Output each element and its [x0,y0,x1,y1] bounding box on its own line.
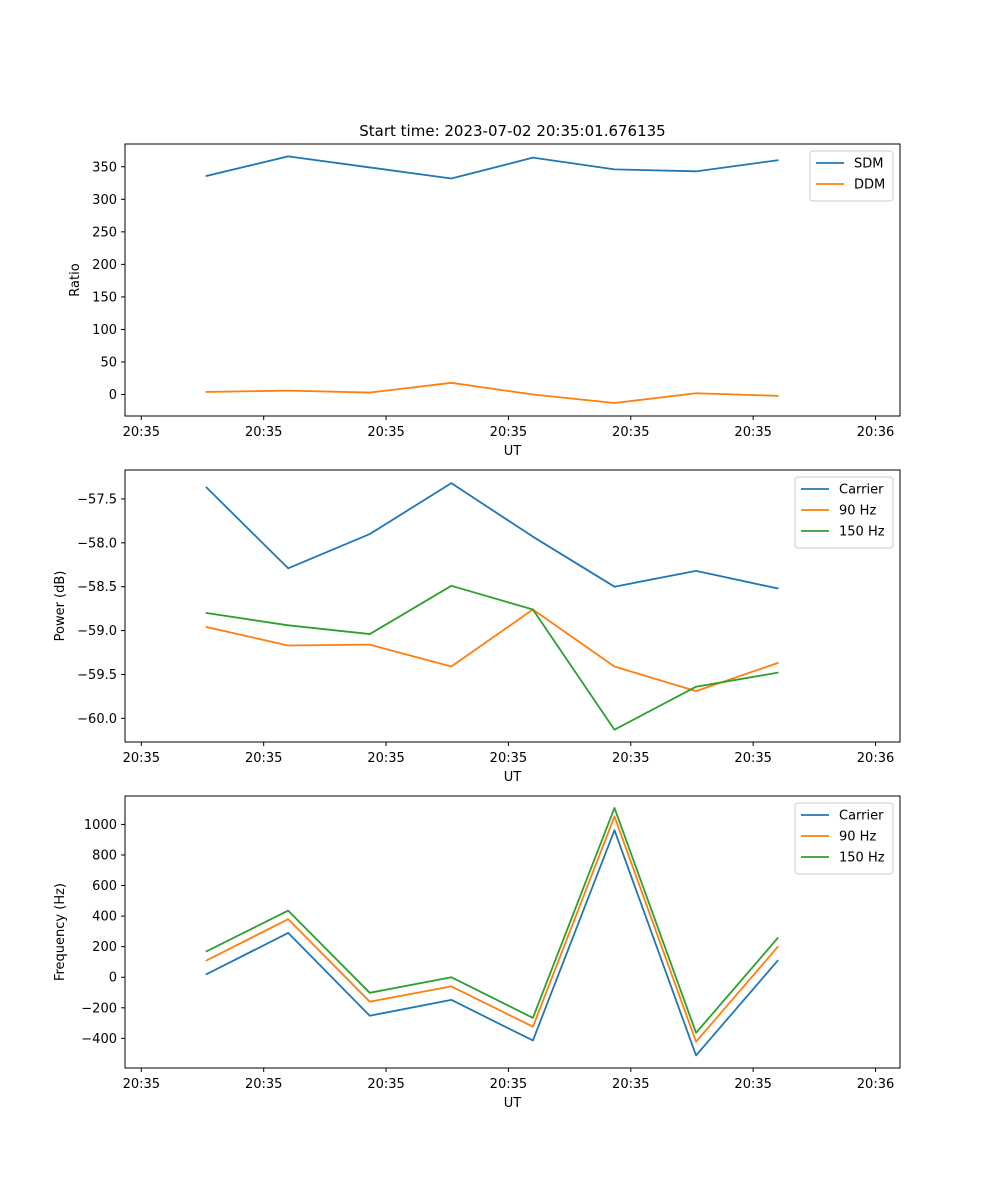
frequency-x-tick-label: 20:35 [490,1077,527,1092]
ratio-panel: 20:35 20:35 20:35 20:35 20:35 20:35 20:36 0 50 10… [68,143,901,459]
frequency-series-line-carrier [205,829,779,1057]
power-y-tick-label: −60.0 [77,712,117,727]
frequency-series-line-90-hz [205,815,779,1043]
ratio-y-tick-label: 200 [92,258,117,273]
power-x-tick-label: 20:35 [245,751,282,766]
ratio-axes-frame [124,143,901,417]
power-x-tick-label: 20:35 [367,751,404,766]
figure-title: Start time: 2023-07-02 20:35:01.676135 [359,122,665,140]
power-x-tick-label: 20:35 [123,751,160,766]
ratio-x-tick-label: 20:35 [734,425,771,440]
frequency-y-tick-label: −200 [81,1001,117,1016]
power-panel: 20:35 20:35 20:35 20:35 20:35 20:35 20:36 −57.5… [53,469,901,785]
frequency-y-tick-label: 600 [92,879,117,894]
ratio-x-tick-label: 20:35 [245,425,282,440]
power-legend: Carrier 90 Hz 150 Hz [794,476,894,549]
frequency-series-line-150-hz [205,807,779,1034]
frequency-x-tick-label: 20:35 [245,1077,282,1092]
frequency-y-tick-label: 400 [92,910,117,925]
ratio-x-tick-label: 20:35 [612,425,649,440]
ratio-x-axis-label: UT [504,444,522,459]
frequency-x-tick-label: 20:35 [367,1077,404,1092]
ratio-series-line-sdm [205,155,779,180]
ratio-x-tick-label: 20:36 [857,425,894,440]
power-y-tick-label: −57.5 [77,492,117,507]
frequency-x-tick-label: 20:35 [123,1077,160,1092]
ratio-y-tick-label: 100 [92,323,117,338]
power-x-axis-label: UT [504,770,522,785]
frequency-axes-frame [124,795,901,1069]
power-y-tick-label: −59.0 [77,624,117,639]
ratio-y-tick-label: 250 [92,225,117,240]
ratio-legend: SDM DDM [809,150,894,202]
ratio-y-axis-label: Ratio [68,263,83,296]
ratio-x-tick-label: 20:35 [490,425,527,440]
frequency-legend-label-90-hz: 90 Hz [839,830,876,845]
frequency-legend: Carrier 90 Hz 150 Hz [794,802,894,875]
ratio-y-tick-label: 0 [109,388,117,403]
power-legend-label-90-hz: 90 Hz [839,504,876,519]
power-y-tick-label: −58.0 [77,536,117,551]
frequency-y-tick-label: 200 [92,940,117,955]
frequency-y-tick-label: 1000 [84,818,117,833]
ratio-x-tick-label: 20:35 [367,425,404,440]
ratio-y-tick-label: 50 [100,355,117,370]
power-x-tick-label: 20:35 [612,751,649,766]
power-y-axis-label: Power (dB) [53,571,68,642]
frequency-panel: 20:35 20:35 20:35 20:35 20:35 20:35 20:36 −400 −… [53,795,901,1111]
ratio-legend-label-ddm: DDM [854,178,885,193]
power-x-tick-label: 20:35 [734,751,771,766]
ratio-series-line-ddm [205,381,779,404]
frequency-legend-label-150-hz: 150 Hz [839,851,885,866]
power-x-tick-label: 20:36 [857,751,894,766]
frequency-x-tick-label: 20:35 [612,1077,649,1092]
power-x-tick-label: 20:35 [490,751,527,766]
ratio-y-tick-label: 350 [92,160,117,175]
ratio-x-tick-label: 20:35 [123,425,160,440]
power-y-tick-label: −59.5 [77,668,117,683]
power-axes-frame [124,469,901,743]
ratio-y-tick-label: 300 [92,193,117,208]
power-series-line-carrier [205,482,779,590]
ratio-y-tick-label: 150 [92,290,117,305]
frequency-y-tick-label: 800 [92,848,117,863]
power-legend-label-150-hz: 150 Hz [839,525,885,540]
frequency-x-axis-label: UT [504,1096,522,1111]
power-legend-label-carrier: Carrier [839,483,884,498]
frequency-legend-label-carrier: Carrier [839,809,884,824]
frequency-y-tick-label: 0 [109,971,117,986]
power-series-line-150-hz [205,584,779,731]
power-series-line-90-hz [205,608,779,693]
ratio-legend-label-sdm: SDM [854,157,883,172]
frequency-y-axis-label: Frequency (Hz) [53,883,68,981]
power-y-tick-label: −58.5 [77,580,117,595]
frequency-x-tick-label: 20:35 [734,1077,771,1092]
frequency-y-tick-label: −400 [81,1032,117,1047]
frequency-x-tick-label: 20:36 [857,1077,894,1092]
